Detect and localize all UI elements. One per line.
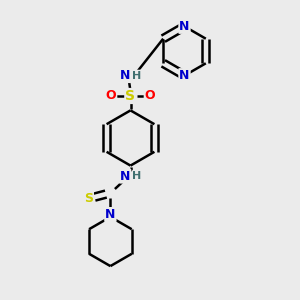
- Text: O: O: [106, 89, 116, 103]
- Text: O: O: [145, 89, 155, 103]
- Text: S: S: [125, 89, 136, 103]
- Text: N: N: [105, 208, 116, 221]
- Text: N: N: [179, 69, 190, 82]
- Text: H: H: [133, 70, 142, 81]
- Text: S: S: [84, 191, 93, 205]
- Text: N: N: [120, 169, 130, 183]
- Text: N: N: [179, 20, 190, 33]
- Text: N: N: [120, 69, 130, 82]
- Text: H: H: [133, 171, 142, 181]
